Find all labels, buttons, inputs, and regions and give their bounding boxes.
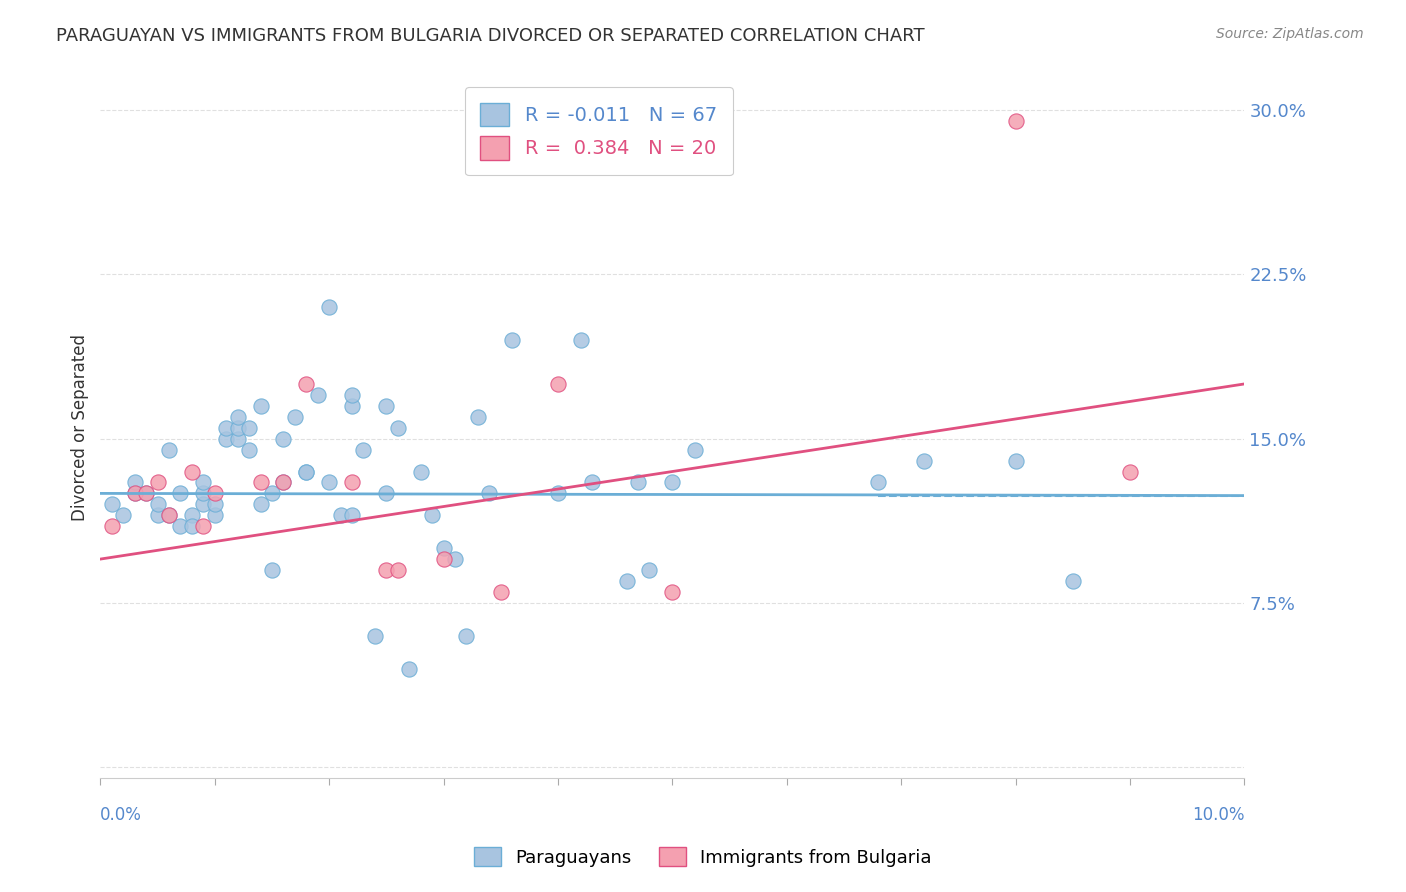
Point [284,409,307,424]
Point [467,409,489,424]
Point [124,475,146,490]
Point [226,409,249,424]
Point [295,465,318,479]
Point [340,508,363,523]
Point [295,376,318,391]
Point [398,661,420,675]
Point [249,497,271,511]
Point [146,475,169,490]
Point [444,552,467,566]
Point [318,475,340,490]
Text: 10.0%: 10.0% [1192,806,1244,824]
Point [260,563,283,577]
Point [432,552,454,566]
Point [683,442,706,457]
Text: 0.0%: 0.0% [100,806,142,824]
Point [226,421,249,435]
Point [387,563,409,577]
Point [1004,114,1026,128]
Point [157,442,180,457]
Point [1062,574,1084,588]
Point [912,453,935,467]
Point [307,388,329,402]
Point [375,399,398,413]
Point [193,475,215,490]
Point [375,563,398,577]
Point [547,376,569,391]
Point [420,508,443,523]
Point [329,508,352,523]
Point [1119,465,1142,479]
Point [273,475,295,490]
Point [569,333,592,347]
Point [204,497,226,511]
Point [273,432,295,446]
Point [169,519,191,533]
Point [101,519,124,533]
Point [193,486,215,500]
Y-axis label: Divorced or Separated: Divorced or Separated [72,334,89,521]
Point [180,519,202,533]
Point [478,486,501,500]
Legend: Paraguayans, Immigrants from Bulgaria: Paraguayans, Immigrants from Bulgaria [467,840,939,874]
Point [146,497,169,511]
Point [157,508,180,523]
Text: PARAGUAYAN VS IMMIGRANTS FROM BULGARIA DIVORCED OR SEPARATED CORRELATION CHART: PARAGUAYAN VS IMMIGRANTS FROM BULGARIA D… [56,27,925,45]
Point [193,519,215,533]
Point [204,508,226,523]
Point [238,421,260,435]
Point [627,475,650,490]
Point [157,508,180,523]
Point [387,421,409,435]
Point [638,563,661,577]
Point [169,486,191,500]
Point [409,465,432,479]
Point [135,486,157,500]
Point [273,475,295,490]
Point [260,486,283,500]
Point [432,541,454,555]
Text: Source: ZipAtlas.com: Source: ZipAtlas.com [1216,27,1364,41]
Point [340,475,363,490]
Point [581,475,603,490]
Point [204,486,226,500]
Legend: R = -0.011   N = 67, R =  0.384   N = 20: R = -0.011 N = 67, R = 0.384 N = 20 [465,87,733,176]
Point [353,442,375,457]
Point [180,465,202,479]
Point [249,399,271,413]
Point [124,486,146,500]
Point [340,388,363,402]
Point [340,399,363,413]
Point [456,629,478,643]
Point [238,442,260,457]
Point [489,585,512,599]
Point [616,574,638,588]
Point [180,508,202,523]
Point [1004,453,1026,467]
Point [318,301,340,315]
Point [215,432,238,446]
Point [661,585,683,599]
Point [124,486,146,500]
Point [226,432,249,446]
Point [135,486,157,500]
Point [364,629,387,643]
Point [547,486,569,500]
Point [112,508,135,523]
Point [661,475,683,490]
Point [501,333,523,347]
Point [249,475,271,490]
Point [375,486,398,500]
Point [193,497,215,511]
Point [146,508,169,523]
Point [101,497,124,511]
Point [868,475,890,490]
Point [215,421,238,435]
Point [295,465,318,479]
